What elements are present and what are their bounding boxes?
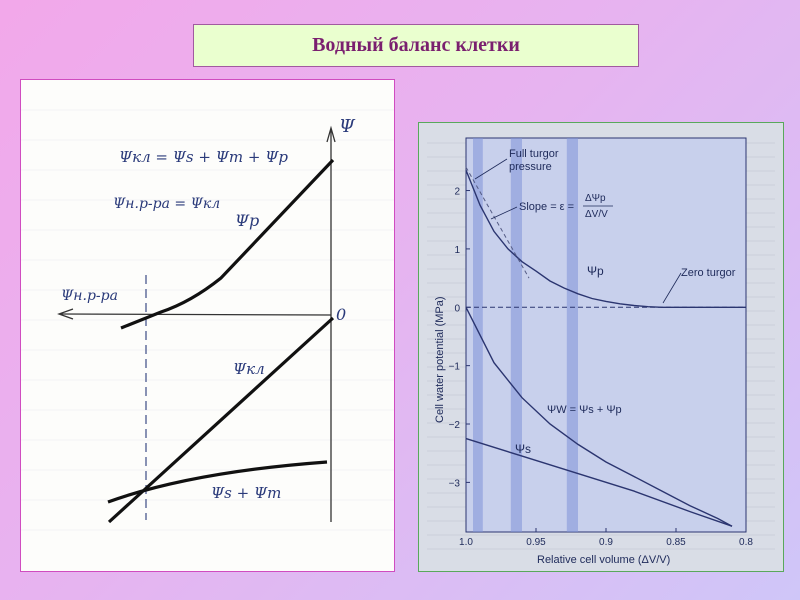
y-tick-label: −3: [449, 478, 461, 489]
annot-zero-turgor-leader: [662, 272, 682, 304]
annot-psi-w: ΨW = Ψs + Ψp: [547, 404, 622, 416]
y-axis-label: Cell water potential (MPa): [434, 296, 446, 423]
hand-eq-top: Ψкл = Ψs + Ψm + Ψp: [119, 148, 288, 166]
hand-drawn-diagram: Ψ 0 Ψн.р-ра Ψкл = Ψs + Ψm + Ψp Ψн.р-ра =…: [20, 79, 395, 572]
y-tick-label: −2: [449, 420, 461, 431]
hand-eq-second: Ψн.р-ра = Ψкл: [113, 196, 220, 212]
annot-psi-s: Ψs: [515, 442, 531, 456]
annot-slope-leader: [490, 206, 518, 220]
annot-full-turgor-leader: [474, 158, 508, 180]
hand-plot-svg: Ψ 0 Ψн.р-ра Ψкл = Ψs + Ψm + Ψp Ψн.р-ра =…: [21, 109, 394, 531]
hand-x-axis-arrow: [57, 308, 74, 320]
hand-label-psi-cell: Ψкл: [233, 360, 265, 378]
annot-psi-p: Ψp: [587, 264, 604, 278]
annot-slope-den: ΔV/V: [585, 209, 608, 220]
series-line-1: [465, 306, 733, 527]
hand-label-psi-s-m: Ψs + Ψm: [211, 484, 281, 502]
plot-area: [465, 137, 747, 533]
slide-title: Водный баланс клетки: [312, 34, 520, 56]
y-tick-label: 0: [454, 303, 460, 314]
curve-psi-s-m: [107, 460, 328, 504]
hand-x-axis: [60, 313, 332, 316]
x-tick-label: 0.9: [599, 537, 613, 548]
curve-psi-p: [120, 158, 335, 330]
shaded-band-0: [473, 138, 483, 532]
x-tick-label: 0.95: [526, 537, 546, 548]
hand-origin-label: 0: [336, 305, 346, 324]
slope-tangent-line: [465, 166, 530, 279]
annot-slope-num: ΔΨp: [585, 193, 606, 204]
annot-slope-prefix: Slope = ε =: [519, 201, 574, 213]
shaded-band-1: [510, 138, 522, 532]
y-tick-label: 2: [454, 187, 460, 198]
annot-full-turgor-2: pressure: [509, 161, 552, 173]
series-line-2: [465, 437, 733, 527]
chart-panel: 1.0 0.95 0.9 0.85 0.8 2 1 0 −1 −2 −3 Full turgor p…: [418, 122, 784, 572]
annot-full-turgor-1: Full turgor: [509, 148, 559, 160]
hand-label-psi-p: Ψp: [235, 211, 259, 230]
x-tick-label: 0.85: [666, 537, 686, 548]
y-tick-label: 1: [454, 245, 460, 256]
hand-x-label: Ψн.р-ра: [61, 288, 118, 304]
water-potential-chart: 1.0 0.95 0.9 0.85 0.8 2 1 0 −1 −2 −3 Full turgor p…: [427, 137, 775, 566]
series-line-0: [465, 169, 746, 308]
y-tick-label: −1: [449, 362, 461, 373]
annot-zero-turgor: Zero turgor: [681, 267, 736, 279]
shaded-band-2: [566, 138, 578, 532]
slide-title-box: Водный баланс клетки: [193, 24, 639, 67]
curve-psi-cell: [107, 316, 335, 524]
hand-y-label: Ψ: [339, 116, 356, 137]
x-tick-label: 0.8: [739, 537, 753, 548]
x-axis-label: Relative cell volume (ΔV/V): [537, 554, 670, 566]
x-tick-label: 1.0: [459, 537, 473, 548]
hand-y-axis-arrow: [326, 125, 336, 143]
